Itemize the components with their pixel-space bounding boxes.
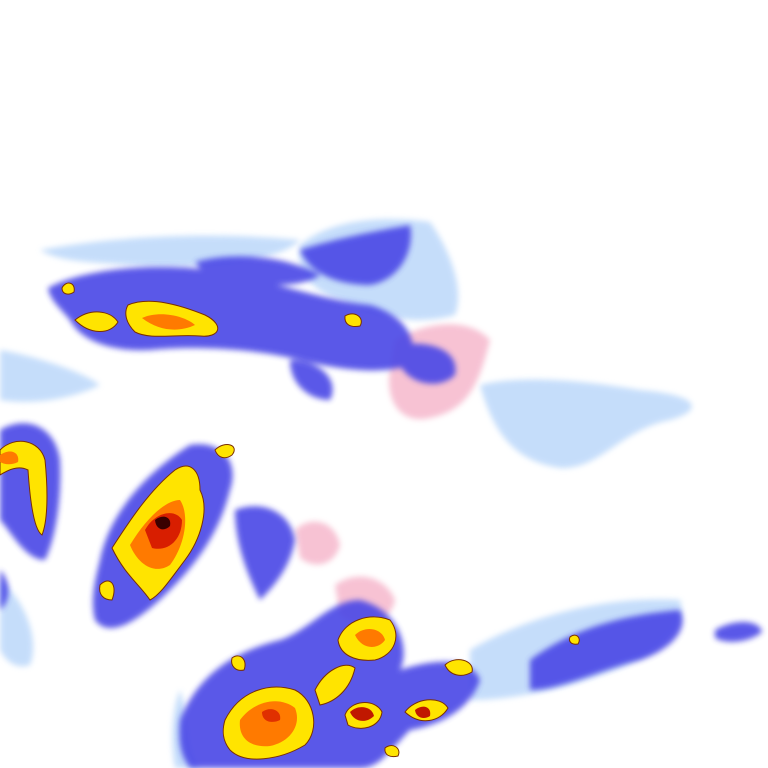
- heavy-cell: [214, 444, 235, 459]
- intense-cell: [262, 709, 281, 722]
- intense-cell: [145, 513, 182, 549]
- rain-band: [300, 225, 411, 285]
- very-heavy-cell: [355, 628, 385, 647]
- heavy-cell: [231, 655, 246, 671]
- heavy-cell: [314, 664, 356, 706]
- very-heavy-cell: [0, 451, 19, 465]
- mixed-precip: [295, 324, 490, 624]
- rain-band: [48, 266, 414, 371]
- rain-band: [530, 610, 683, 690]
- intense-precip: [145, 513, 431, 722]
- very-heavy-cell: [142, 314, 195, 330]
- rain-cell: [715, 621, 762, 642]
- intense-cell: [415, 706, 431, 718]
- heavy-cell: [0, 440, 48, 536]
- light-area: [0, 350, 100, 402]
- rain-band: [195, 256, 320, 285]
- heavy-cell: [61, 282, 75, 295]
- heavy-cell: [99, 580, 115, 601]
- very-heavy-cell: [239, 701, 298, 747]
- heavy-cell: [569, 634, 580, 645]
- heavy-cell: [74, 311, 119, 332]
- rain-band: [290, 360, 333, 400]
- intense-cell: [350, 707, 374, 721]
- rain-cell: [235, 506, 295, 600]
- light-area: [480, 379, 692, 469]
- heavy-cell: [444, 659, 473, 676]
- rain-band: [400, 343, 456, 384]
- heavy-cell: [344, 313, 362, 327]
- heavy-cell: [384, 745, 400, 758]
- light-area: [0, 580, 34, 667]
- intense-core: [155, 516, 171, 530]
- rain-cell: [0, 570, 9, 610]
- mixed-area: [295, 521, 340, 565]
